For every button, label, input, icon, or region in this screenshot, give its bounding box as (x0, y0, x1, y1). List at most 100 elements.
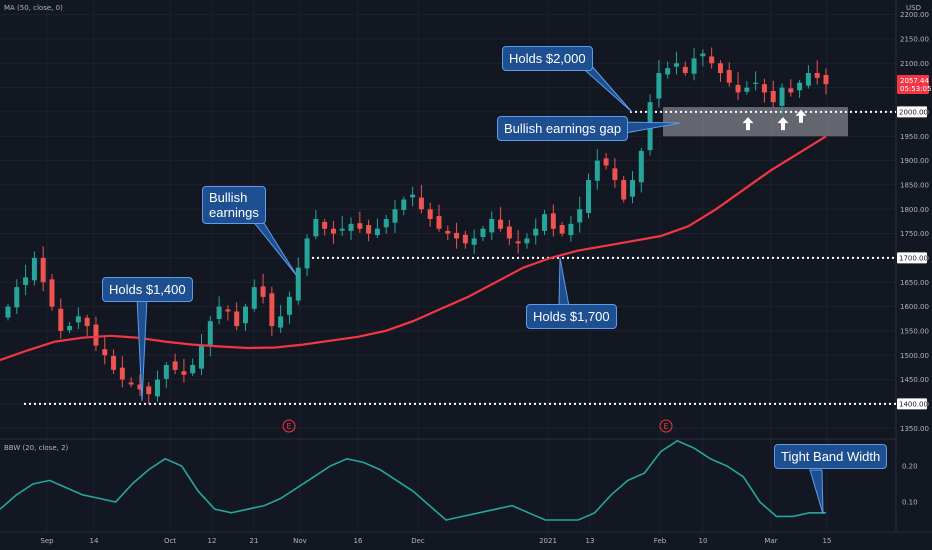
bbw-line (0, 439, 826, 521)
candle-body (163, 365, 169, 379)
candle-body (348, 223, 354, 231)
price-tick-label: 2150.00 (900, 35, 929, 43)
price-tick-label: 1650.00 (900, 279, 929, 287)
candle-body (709, 56, 715, 64)
price-axis: 1350.00 1400.00 1450.00 1500.00 1550.00 1600.… (900, 11, 929, 433)
candle-body (119, 367, 125, 380)
support-arrows (742, 109, 807, 131)
candle-body (102, 349, 108, 356)
ma-legend[interactable]: MA (50, close, 0) (4, 4, 63, 12)
horizontal-levels (24, 110, 896, 405)
candle-body (269, 293, 275, 327)
level-tag-bg (897, 252, 927, 264)
candle-body (190, 365, 196, 374)
candle-body (717, 63, 723, 73)
time-tick-label: 15 (823, 537, 832, 545)
bbw-tick-label: 0.20 (902, 463, 918, 471)
time-tick-label: Oct (164, 537, 176, 545)
price-tick-label: 1950.00 (900, 133, 929, 141)
earnings-marker (659, 419, 673, 433)
candle-body (366, 225, 372, 234)
candle-body (207, 321, 213, 347)
candle-body (726, 70, 732, 83)
callout-tight-band: Tight Band Width (774, 444, 888, 469)
time-tick-label: 2021 (539, 537, 557, 545)
up-arrow-icon (742, 117, 754, 131)
candle-body (251, 287, 257, 309)
candle-body (5, 306, 11, 318)
candle-body (14, 287, 20, 308)
price-tick-label: 1500.00 (900, 352, 929, 360)
candle-body (638, 150, 644, 183)
candle-body (84, 317, 90, 327)
level-tag-bg (897, 398, 927, 410)
price-tick-label: 1850.00 (900, 181, 929, 189)
candle-body (673, 63, 679, 67)
candle-body (278, 316, 284, 328)
earnings-marker (282, 419, 296, 433)
candle-body (753, 82, 759, 84)
callout-holds-1700: Holds $1,700 (526, 304, 617, 329)
candle-body (823, 74, 829, 85)
grid-lines (0, 0, 896, 532)
candle-body (172, 361, 178, 370)
candle-body (181, 371, 187, 375)
candle-body (471, 238, 477, 245)
price-tick-label: 1800.00 (900, 206, 929, 214)
candle-body (392, 209, 398, 223)
candle-body (146, 386, 152, 395)
candle-body (612, 168, 618, 181)
callout-bullish-line2: earnings (209, 205, 259, 220)
candle-body (761, 84, 767, 93)
time-axis: Sep 14 Oct 12 21 Nov 16 Dec 2021 13 Feb 10 Mar 15 (40, 537, 831, 545)
candle-body (199, 345, 205, 369)
price-tick-label: 1350.00 (900, 425, 929, 433)
candle-body (665, 68, 671, 75)
candle-body (93, 324, 99, 346)
bbw-legend[interactable]: BBW (20, close, 2) (4, 444, 69, 452)
candle-body (656, 73, 662, 99)
candle-body (357, 223, 363, 229)
level-tag-text: 1400.00 (899, 400, 928, 408)
price-tick-label: 2100.00 (900, 60, 929, 68)
candle-body (498, 219, 504, 229)
candle-body (374, 228, 380, 236)
candle-body (594, 160, 600, 181)
callout-pointers (136, 63, 824, 515)
candle-body (128, 382, 134, 385)
callout-bullish-earnings: Bullish earnings (202, 186, 266, 224)
moving-average-line (0, 135, 827, 362)
candle-body (542, 214, 548, 231)
candle-body (691, 58, 697, 74)
callout-bullish-line1: Bullish (209, 190, 248, 205)
candle-body (322, 221, 328, 229)
candle-body (295, 267, 301, 301)
candle-body (744, 87, 750, 92)
candle-body (577, 209, 583, 223)
time-tick-label: Sep (40, 537, 54, 545)
bbw-axis: 0.10 0.20 (902, 463, 918, 507)
candle-body (23, 277, 29, 285)
candle-body (418, 197, 424, 210)
candle-body (586, 180, 592, 213)
candle-body (31, 257, 37, 281)
candle-body (75, 316, 81, 323)
candle-body (49, 279, 55, 307)
level-tags: 2000.00 1700.00 1400.00 (897, 106, 928, 410)
up-arrow-icon (795, 109, 807, 123)
price-tag-countdown: 05:53:05 (900, 85, 931, 93)
callout-pointer (250, 219, 298, 277)
candle-body (286, 296, 292, 315)
candle-body (814, 73, 820, 78)
time-tick-label: Feb (654, 537, 667, 545)
candle-body (242, 306, 248, 324)
candle-body (629, 180, 635, 197)
candle-body (137, 384, 143, 390)
bbw-tick-label: 0.10 (902, 499, 918, 507)
currency-label: USD (906, 4, 921, 12)
candle-body (155, 379, 161, 397)
candle-body (603, 158, 609, 166)
candle-body (779, 87, 785, 106)
